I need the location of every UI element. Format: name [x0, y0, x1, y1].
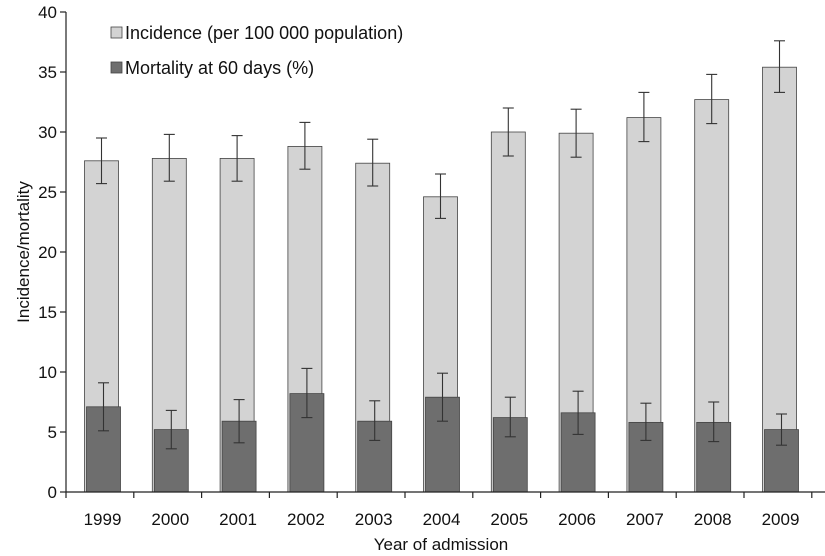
y-ticks: 0 5 10 15 20 25 30 35 40 [38, 3, 66, 502]
y-tick-label: 25 [38, 183, 57, 202]
x-ticks: 1999 2000 2001 2002 2003 2004 2005 2006 2007 2008… [65, 492, 813, 529]
x-tick-label: 2007 [626, 510, 664, 529]
x-tick-label: 2001 [219, 510, 257, 529]
mortality-bar [153, 429, 189, 493]
y-tick-label: 0 [48, 483, 57, 502]
x-axis-title: Year of admission [374, 535, 509, 554]
x-tick-label: 2008 [694, 510, 732, 529]
x-tick-label: 2002 [287, 510, 325, 529]
y-tick-label: 10 [38, 363, 57, 382]
x-tick-label: 1999 [84, 510, 122, 529]
legend-label: Incidence (per 100 000 population) [125, 23, 403, 43]
legend: Incidence (per 100 000 population) Mortal… [71, 18, 451, 92]
y-axis-title: Incidence/mortality [14, 181, 33, 323]
incidence-bar [762, 66, 797, 493]
y-tick-label: 40 [38, 3, 57, 22]
error-bars-layer [96, 40, 787, 450]
x-tick-label: 2009 [762, 510, 800, 529]
x-tick-label: 2004 [423, 510, 461, 529]
x-tick-label: 2000 [151, 510, 189, 529]
legend-swatch [110, 26, 123, 39]
x-tick-label: 2003 [355, 510, 393, 529]
y-tick-label: 35 [38, 63, 57, 82]
x-tick-label: 2006 [558, 510, 596, 529]
y-tick-label: 15 [38, 303, 57, 322]
y-tick-label: 20 [38, 243, 57, 262]
legend-label: Mortality at 60 days (%) [125, 58, 314, 78]
y-tick-label: 30 [38, 123, 57, 142]
legend-swatch [110, 61, 123, 74]
legend-box [71, 18, 451, 92]
y-tick-label: 5 [48, 423, 57, 442]
x-tick-label: 2005 [490, 510, 528, 529]
